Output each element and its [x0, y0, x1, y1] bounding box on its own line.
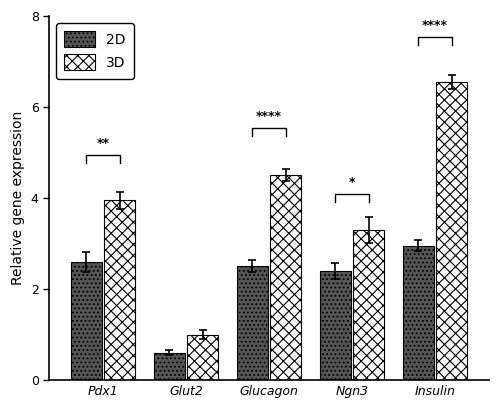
Text: ****: ****: [422, 19, 448, 32]
Bar: [353, 230, 384, 380]
Bar: [154, 353, 185, 380]
Y-axis label: Relative gene expression: Relative gene expression: [11, 111, 25, 285]
Text: ****: ****: [256, 110, 282, 123]
Bar: [402, 246, 434, 380]
Bar: [436, 82, 468, 380]
Text: **: **: [96, 137, 110, 150]
Bar: [70, 262, 102, 380]
Text: *: *: [348, 176, 355, 189]
Bar: [320, 271, 351, 380]
Bar: [236, 266, 268, 380]
Legend: 2D, 3D: 2D, 3D: [56, 23, 134, 79]
Bar: [187, 335, 218, 380]
Bar: [270, 175, 302, 380]
Bar: [104, 200, 136, 380]
